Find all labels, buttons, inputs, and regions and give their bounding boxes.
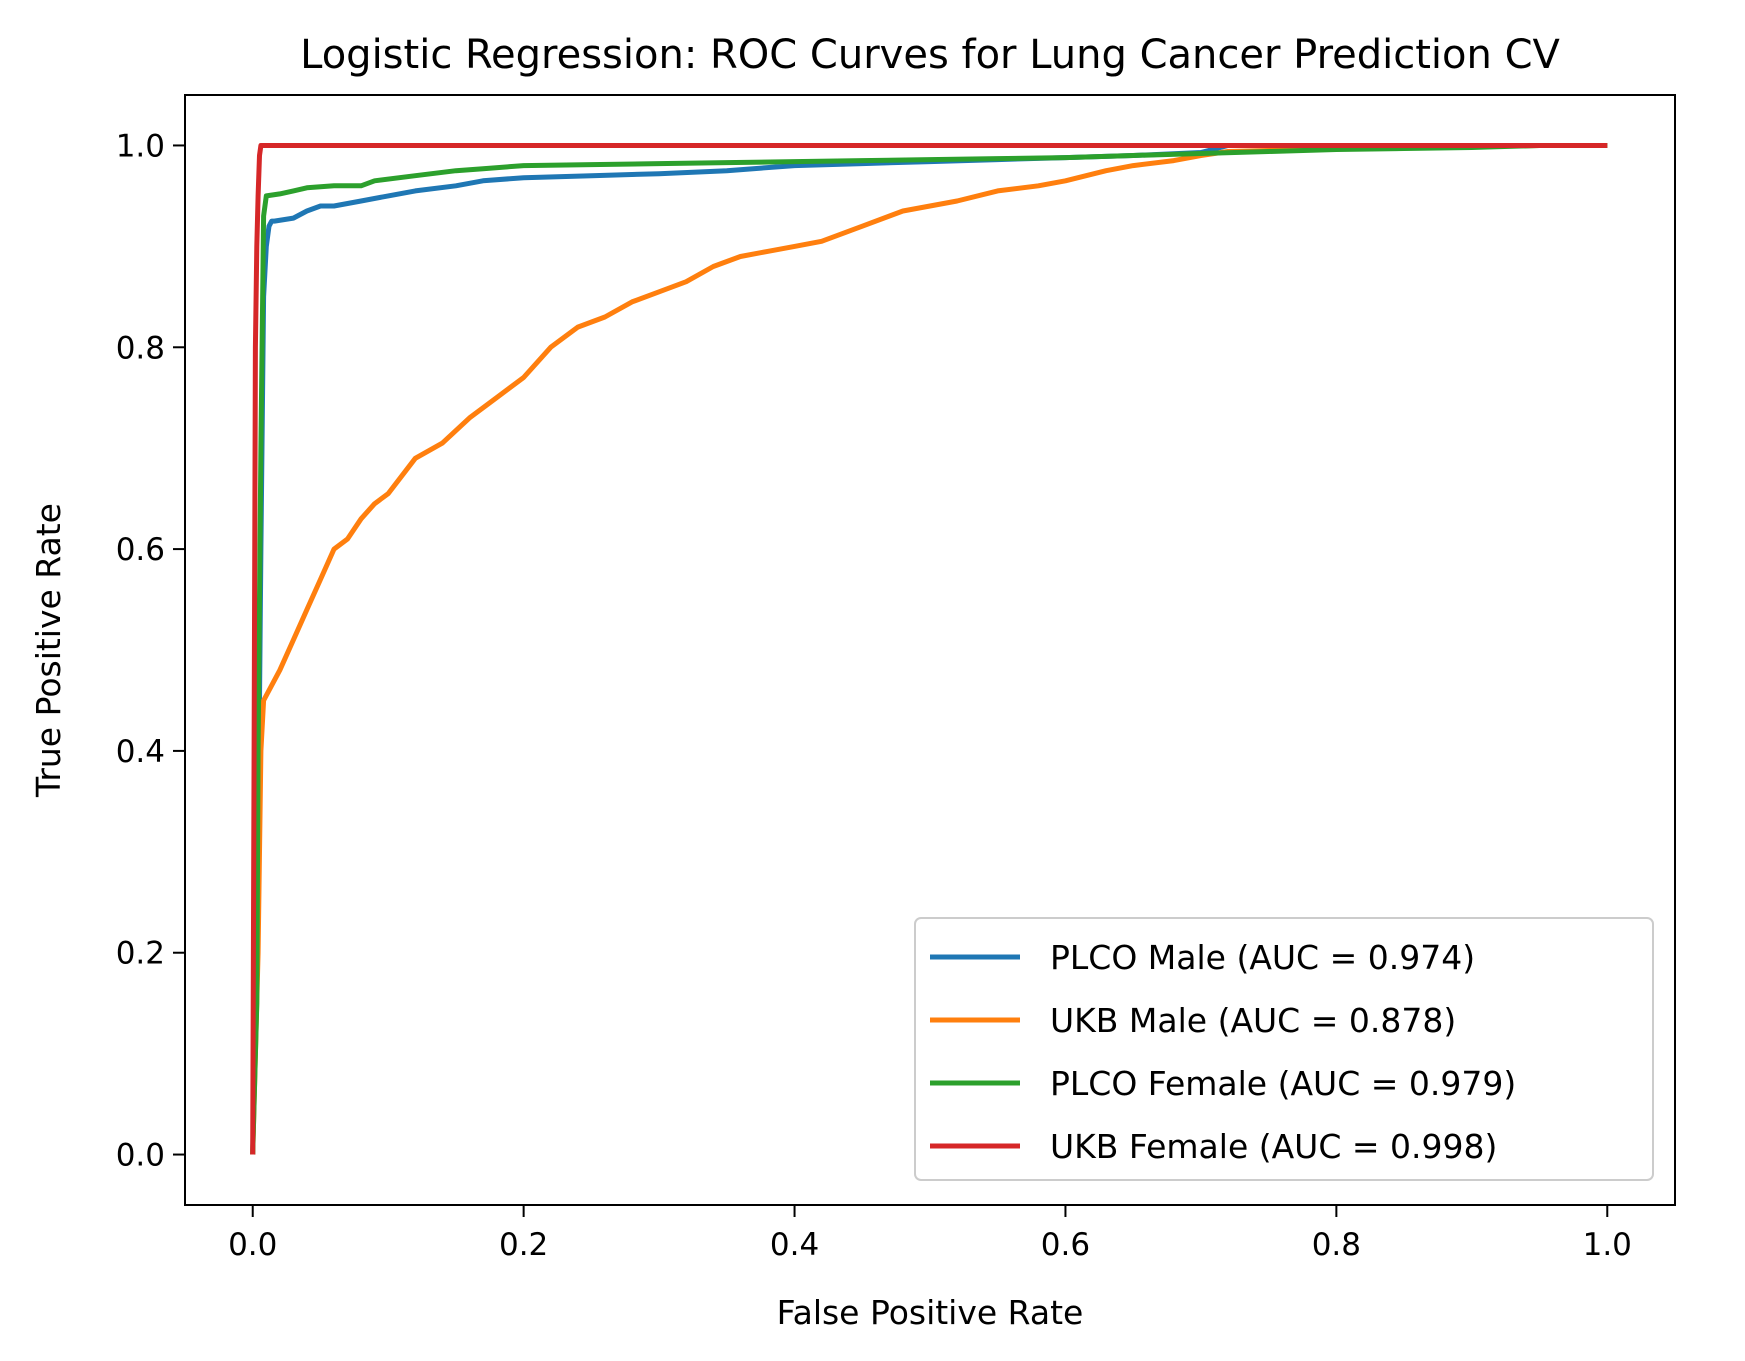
y-tick-label: 0.4 [116,734,165,770]
series-line-2 [250,143,1608,1155]
legend: PLCO Male (AUC = 0.974) UKB Male (AUC = 0… [914,917,1654,1181]
y-axis-ticks: 0.0 0.2 0.4 0.6 0.8 1.0 [116,128,185,1174]
legend-label-1: UKB Male (AUC = 0.878) [1050,1001,1456,1040]
x-axis-ticks: 0.0 0.2 0.4 0.6 0.8 1.0 [228,1205,1632,1263]
y-tick-label: 0.6 [116,532,165,568]
series-layer [250,143,1608,1155]
series-line-3 [250,143,1608,1155]
y-axis-label: True Positive Rate [29,503,68,798]
y-tick-label: 0.0 [116,1138,165,1174]
legend-label-0: PLCO Male (AUC = 0.974) [1050,938,1475,977]
legend-label-3: UKB Female (AUC = 0.998) [1050,1127,1497,1166]
y-tick-label: 1.0 [116,128,165,164]
x-axis-label: False Positive Rate [777,1293,1084,1332]
x-tick-label: 0.6 [1041,1227,1090,1263]
x-tick-label: 0.8 [1312,1227,1361,1263]
legend-label-2: PLCO Female (AUC = 0.979) [1050,1064,1516,1103]
y-tick-label: 0.8 [116,330,165,366]
plot-area-frame [184,94,1676,1206]
x-tick-label: 1.0 [1583,1227,1632,1263]
y-tick-label: 0.2 [116,936,165,972]
x-tick-label: 0.4 [770,1227,819,1263]
series-line-1 [250,143,1608,1155]
x-tick-label: 0.2 [499,1227,548,1263]
x-tick-label: 0.0 [228,1227,277,1263]
legend-box [914,917,1654,1181]
chart-title: Logistic Regression: ROC Curves for Lung… [300,32,1560,78]
